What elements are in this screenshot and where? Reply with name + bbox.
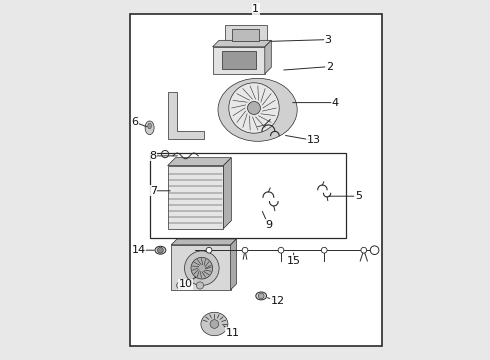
Text: 14: 14 bbox=[132, 245, 146, 255]
Circle shape bbox=[176, 282, 184, 289]
Ellipse shape bbox=[148, 123, 151, 129]
Ellipse shape bbox=[155, 246, 166, 254]
Text: 2: 2 bbox=[326, 62, 333, 72]
Text: 12: 12 bbox=[270, 296, 285, 306]
Circle shape bbox=[361, 247, 367, 253]
Text: 6: 6 bbox=[132, 117, 139, 127]
Circle shape bbox=[229, 83, 279, 133]
Text: 4: 4 bbox=[331, 98, 339, 108]
Bar bbox=[168, 166, 223, 229]
Circle shape bbox=[258, 293, 264, 299]
Polygon shape bbox=[265, 40, 271, 74]
Text: 5: 5 bbox=[355, 191, 362, 201]
Text: 3: 3 bbox=[324, 35, 331, 45]
Polygon shape bbox=[213, 40, 271, 47]
Ellipse shape bbox=[256, 292, 267, 300]
Polygon shape bbox=[168, 92, 204, 139]
Circle shape bbox=[210, 320, 219, 328]
Circle shape bbox=[191, 257, 213, 279]
Polygon shape bbox=[231, 239, 236, 290]
Polygon shape bbox=[223, 158, 231, 229]
Ellipse shape bbox=[145, 121, 154, 135]
Circle shape bbox=[321, 247, 327, 253]
Bar bbox=[171, 245, 231, 290]
Polygon shape bbox=[168, 158, 231, 166]
Text: 1: 1 bbox=[252, 4, 259, 14]
Ellipse shape bbox=[201, 312, 228, 336]
Circle shape bbox=[206, 247, 212, 253]
Circle shape bbox=[278, 247, 284, 253]
Text: 9: 9 bbox=[265, 220, 272, 230]
Ellipse shape bbox=[218, 78, 297, 141]
Text: 15: 15 bbox=[287, 256, 300, 266]
Polygon shape bbox=[171, 239, 236, 245]
Circle shape bbox=[196, 282, 204, 289]
Bar bbox=[221, 51, 256, 69]
Bar bbox=[232, 29, 259, 41]
Bar bbox=[213, 47, 265, 74]
Bar bbox=[130, 14, 382, 346]
Circle shape bbox=[247, 102, 261, 114]
Bar bbox=[149, 153, 346, 238]
Circle shape bbox=[242, 247, 248, 253]
Circle shape bbox=[185, 251, 219, 285]
Text: 13: 13 bbox=[306, 135, 320, 145]
Text: 11: 11 bbox=[225, 328, 240, 338]
Bar bbox=[225, 25, 267, 45]
Circle shape bbox=[370, 246, 379, 255]
Text: 8: 8 bbox=[149, 151, 157, 161]
Text: 10: 10 bbox=[178, 279, 193, 289]
Circle shape bbox=[157, 247, 163, 253]
Text: 7: 7 bbox=[149, 186, 157, 196]
